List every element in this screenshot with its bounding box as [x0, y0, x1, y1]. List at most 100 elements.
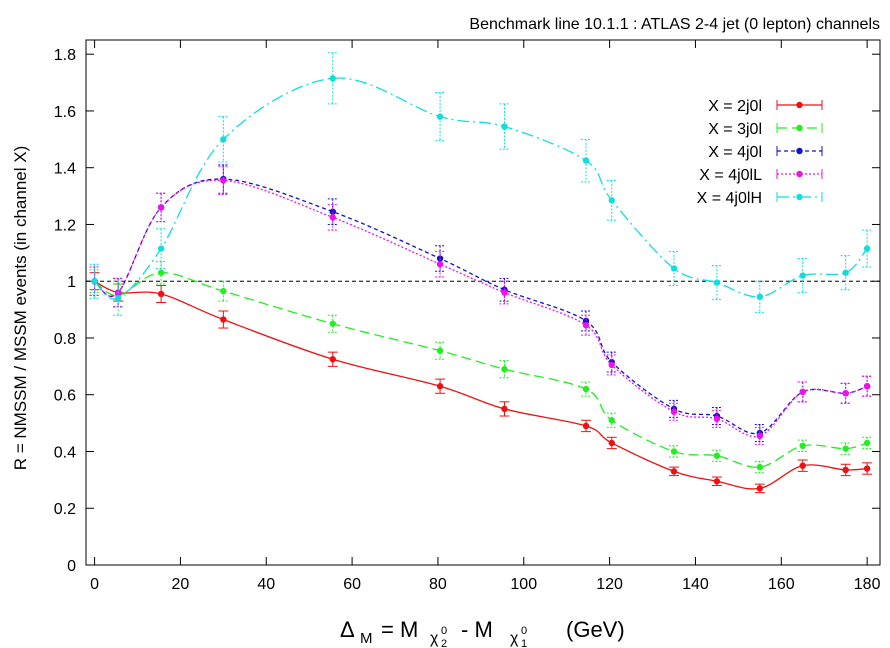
y-tick-label: 0	[67, 558, 76, 575]
y-tick-label: 1.8	[54, 47, 76, 64]
legend-label: X = 2j0l	[708, 98, 762, 115]
series-line	[94, 178, 868, 435]
data-point	[436, 347, 444, 354]
y-tick-label: 0.6	[54, 388, 76, 405]
error-bar	[711, 449, 722, 462]
data-point	[842, 269, 849, 276]
error-bar	[606, 354, 617, 376]
data-point	[670, 468, 678, 475]
series-line	[94, 272, 868, 468]
data-point	[799, 388, 806, 396]
legend-label: X = 3j0l	[708, 121, 762, 138]
series-5	[89, 52, 873, 316]
data-point	[220, 177, 227, 184]
data-point	[220, 316, 227, 323]
data-point	[842, 445, 849, 452]
data-point	[157, 204, 165, 211]
x-label-chi2: χ	[430, 630, 439, 647]
x-label-chi1-sub: 1	[521, 638, 527, 648]
error-bar	[840, 382, 851, 404]
y-tick-label: 1.6	[54, 104, 76, 121]
legend-marker	[796, 124, 803, 132]
series-2	[89, 260, 873, 474]
error-bar	[606, 351, 617, 373]
x-tick-label: 100	[510, 576, 537, 593]
x-tick-label: 140	[682, 576, 709, 593]
x-tick-label: 0	[90, 576, 99, 593]
error-bar	[218, 280, 229, 302]
data-point	[220, 136, 227, 143]
x-label-minus: - M	[461, 617, 493, 642]
error-bar	[862, 436, 873, 450]
data-point	[863, 465, 871, 472]
error-bar	[754, 460, 765, 474]
data-point	[756, 432, 764, 440]
data-point	[863, 439, 871, 447]
data-point	[756, 463, 764, 471]
data-point	[608, 439, 615, 447]
data-point	[582, 322, 590, 329]
x-label-chi1: χ	[510, 630, 519, 647]
data-point	[114, 295, 122, 302]
error-bar	[327, 204, 338, 231]
data-point	[157, 290, 165, 298]
x-label-eq: = M	[381, 617, 418, 642]
x-tick-label: 40	[257, 576, 275, 593]
x-tick-label: 160	[768, 576, 795, 593]
legend-marker	[796, 193, 803, 201]
error-bar	[581, 314, 592, 336]
x-label-unit: (GeV)	[566, 617, 625, 642]
data-point	[436, 260, 444, 268]
legend-label: X = 4j0l	[708, 144, 762, 161]
data-point	[713, 415, 721, 423]
y-tick-label: 1	[67, 274, 76, 291]
error-bar	[797, 258, 808, 294]
data-point	[501, 365, 508, 373]
plot-area: 0 20 40 60 80 100 120 140 160 180 0 0.2 0.4 0.6 0.8 1 1.…	[54, 39, 881, 593]
data-point	[582, 422, 590, 430]
y-tick-label: 1.4	[54, 161, 76, 178]
data-point	[713, 452, 721, 459]
plot-frame	[85, 39, 881, 566]
data-point	[329, 356, 336, 363]
error-bar	[840, 442, 851, 455]
data-point	[670, 408, 678, 415]
data-point	[582, 157, 590, 164]
data-point	[608, 197, 615, 204]
legend-label: X = 4j0lH	[697, 190, 762, 207]
x-label-delta-sub: M	[360, 630, 373, 647]
x-label-chi2-sub: 2	[441, 638, 447, 648]
error-bar	[435, 250, 446, 278]
error-bar	[797, 439, 808, 452]
chart-title: Benchmark line 10.1.1 : ATLAS 2-4 jet (0…	[469, 16, 880, 33]
error-bar	[113, 280, 124, 316]
data-point	[799, 272, 806, 279]
x-label-chi2-sup: 0	[441, 625, 447, 637]
data-point	[91, 278, 98, 285]
legend: X = 2j0l X = 3j0l X = 4j0l X = 4j0lL X = 4j0…	[697, 98, 823, 207]
data-point	[799, 462, 806, 469]
error-bar	[668, 250, 679, 286]
legend-label: X = 4j0lL	[699, 167, 762, 184]
data-point	[608, 361, 615, 369]
data-point	[713, 279, 721, 286]
x-tick-label: 80	[429, 576, 447, 593]
series-line	[94, 280, 868, 490]
data-point	[713, 478, 721, 485]
y-tick-label: 0.8	[54, 331, 76, 348]
y-tick-label: 1.2	[54, 217, 76, 234]
x-axis-label: Δ M = M χ 0 2 - M χ 0 1 (GeV)	[340, 617, 625, 648]
data-point	[329, 214, 336, 221]
error-bar	[862, 375, 873, 397]
legend-marker	[796, 170, 803, 178]
data-point	[756, 485, 764, 492]
data-point	[157, 245, 165, 252]
data-point	[842, 390, 849, 397]
data-point	[842, 466, 849, 474]
series-4	[89, 165, 873, 445]
series-1	[89, 272, 873, 494]
data-point	[436, 113, 444, 120]
error-bar	[156, 228, 167, 269]
x-tick-label: 60	[343, 576, 361, 593]
y-axis-label: R = NMSSM / MSSM events (in channel X)	[11, 146, 30, 471]
